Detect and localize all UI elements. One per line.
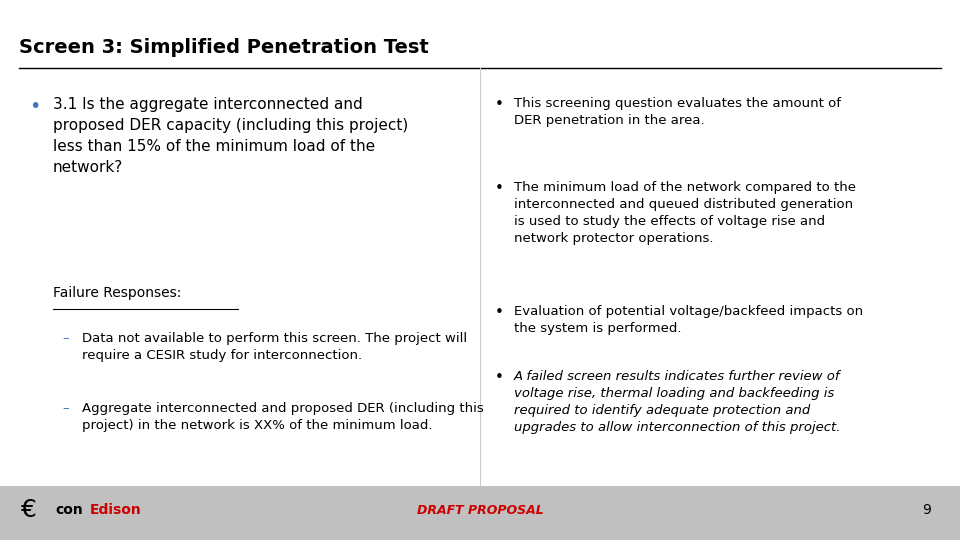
Bar: [0, 486, 960, 540]
Text: –: –: [62, 402, 69, 415]
Text: •: •: [494, 181, 503, 196]
Text: DRAFT PROPOSAL: DRAFT PROPOSAL: [417, 504, 543, 517]
Text: 9: 9: [923, 503, 931, 517]
Text: Data not available to perform this screen. The project will
require a CESIR stud: Data not available to perform this scree…: [82, 332, 467, 362]
Text: Screen 3: Simplified Penetration Test: Screen 3: Simplified Penetration Test: [19, 38, 429, 57]
Text: con: con: [56, 503, 84, 517]
Text: Edison: Edison: [89, 503, 141, 517]
Text: •: •: [29, 97, 40, 116]
Text: •: •: [494, 370, 503, 385]
Text: •: •: [494, 97, 503, 112]
Text: Evaluation of potential voltage/backfeed impacts on
the system is performed.: Evaluation of potential voltage/backfeed…: [514, 305, 863, 335]
Text: –: –: [62, 332, 69, 345]
Text: The minimum load of the network compared to the
interconnected and queued distri: The minimum load of the network compared…: [514, 181, 855, 245]
Text: Aggregate interconnected and proposed DER (including this
project) in the networ: Aggregate interconnected and proposed DE…: [82, 402, 483, 433]
Text: This screening question evaluates the amount of
DER penetration in the area.: This screening question evaluates the am…: [514, 97, 841, 127]
Text: •: •: [494, 305, 503, 320]
Text: 3.1 Is the aggregate interconnected and
proposed DER capacity (including this pr: 3.1 Is the aggregate interconnected and …: [53, 97, 408, 175]
Text: €: €: [21, 498, 37, 522]
Text: Failure Responses:: Failure Responses:: [53, 286, 181, 300]
Text: A failed screen results indicates further review of
voltage rise, thermal loadin: A failed screen results indicates furthe…: [514, 370, 840, 434]
